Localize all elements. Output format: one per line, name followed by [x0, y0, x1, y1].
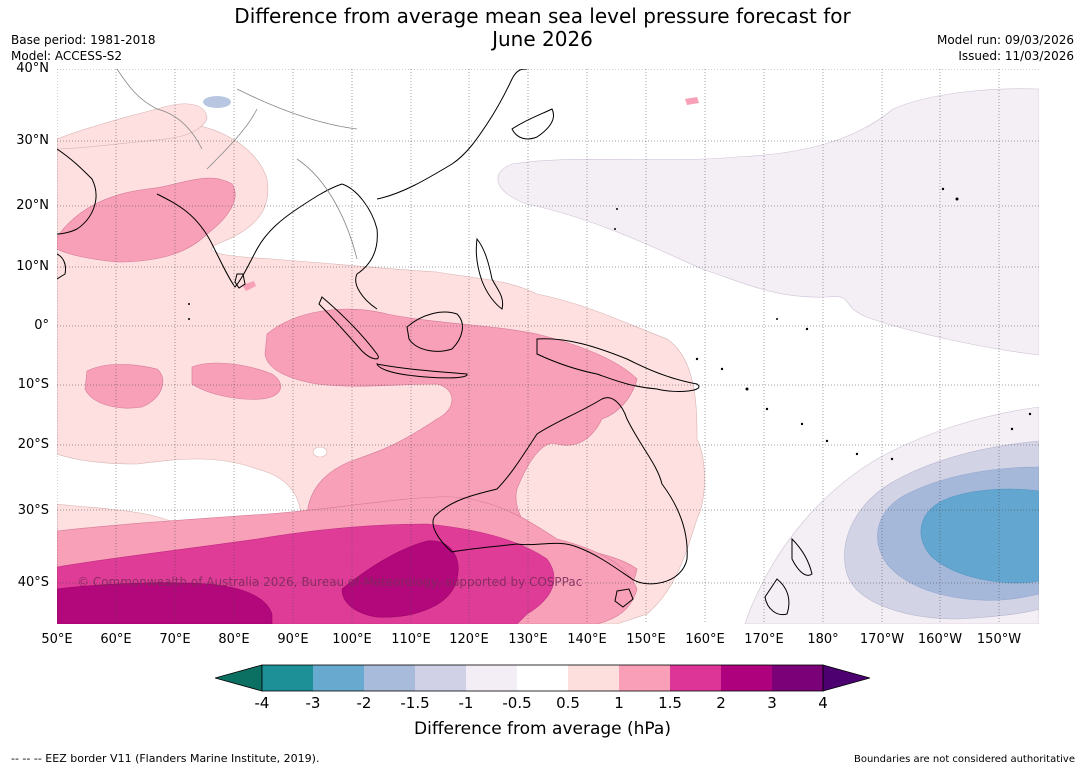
- colorbar-arrow-high: [822, 664, 870, 692]
- coast-tasmania: [614, 588, 634, 608]
- coastlines: [57, 69, 813, 616]
- cb-tick--4: -4: [254, 694, 270, 712]
- colorbar-segment: [466, 665, 517, 691]
- cb-tick-4: 4: [818, 694, 828, 712]
- coast-new-zealand-south: [764, 578, 790, 616]
- cb-tick-1: 1: [614, 694, 624, 712]
- anomaly-pos-2-east: [341, 540, 459, 618]
- anomaly-neg-2: [920, 488, 1039, 584]
- colorbar-segment: [568, 665, 619, 691]
- cb-tick--1: -1: [458, 694, 474, 712]
- cb-tick--2: -2: [356, 694, 372, 712]
- islands: [188, 187, 1032, 461]
- meta-right: Model run: 09/03/2026 Issued: 11/03/2026: [937, 32, 1074, 64]
- boundaries-note: Boundaries are not considered authoritat…: [853, 754, 1075, 765]
- cb-tick-3: 3: [767, 694, 777, 712]
- anomaly-pos-1-indian-ocean-west: [84, 364, 164, 409]
- lat-label-20s: 20°S: [17, 437, 49, 452]
- anomaly-neg-1-himalaya: [203, 96, 231, 108]
- country-borders: [116, 69, 358, 260]
- lon-label-50e: 50°E: [41, 632, 73, 647]
- lon-label-170e: 170°E: [744, 632, 784, 647]
- pressure-anomaly-map: © Commonwealth of Australia 2026, Bureau…: [57, 69, 1039, 624]
- lon-label-130e: 130°E: [508, 632, 548, 647]
- colorbar-segment: [619, 665, 670, 691]
- colorbar-segment: [262, 665, 313, 691]
- colorbar-arrow-low: [215, 664, 263, 692]
- cb-tick-0-5: 0.5: [556, 694, 580, 712]
- lat-label-40n: 40°N: [16, 61, 49, 76]
- model-name: Model: ACCESS-S2: [11, 49, 123, 63]
- coast-japan: [511, 108, 554, 140]
- coast-africa-horn: [57, 253, 66, 280]
- coast-sumatra: [318, 296, 379, 360]
- issued-date: Issued: 11/03/2026: [958, 49, 1074, 63]
- anomaly-pos-1-india: [57, 177, 236, 263]
- title-line-2: June 2026: [492, 27, 593, 51]
- coast-borneo: [406, 311, 463, 352]
- model-run: Model run: 09/03/2026: [936, 33, 1074, 47]
- colorbar-outline: [261, 664, 824, 692]
- lon-label-90e: 90°E: [277, 632, 309, 647]
- lon-label-170w: 170°W: [859, 632, 905, 647]
- graticule-meridians: [57, 69, 1000, 624]
- anomaly-pos-1-indian-ocean-mid: [191, 362, 281, 400]
- colorbar-title: Difference from average (hPa): [414, 719, 671, 739]
- colorbar: [215, 664, 870, 692]
- lon-label-140e: 140°E: [567, 632, 607, 647]
- coast-sri-lanka: [234, 273, 246, 289]
- cb-tick-2: 2: [716, 694, 726, 712]
- anomaly-neutral-patch: [312, 446, 328, 458]
- lon-label-60e: 60°E: [100, 632, 132, 647]
- anomaly-pos-2-west: [57, 582, 273, 624]
- lat-label-10n: 10°N: [16, 259, 49, 274]
- colorbar-segment: [313, 665, 364, 691]
- base-period: Base period: 1981-2018: [11, 33, 156, 47]
- anomaly-pos-1-marker: [242, 281, 256, 291]
- colorbar-segment: [772, 665, 823, 691]
- coast-java: [376, 363, 468, 379]
- colorbar-segment: [415, 665, 466, 691]
- cb-tick-1-5: 1.5: [658, 694, 682, 712]
- cb-tick--0-5: -0.5: [502, 694, 532, 712]
- lat-label-0: 0°: [34, 318, 49, 333]
- lat-label-30n: 30°N: [16, 133, 49, 148]
- lat-label-20n: 20°N: [16, 198, 49, 213]
- lon-label-100e: 100°E: [332, 632, 372, 647]
- coast-arabia: [57, 148, 97, 235]
- coast-australia: [432, 397, 688, 585]
- anomaly-pos-0-5-india-north: [57, 103, 208, 150]
- colorbar-segment: [364, 665, 415, 691]
- coast-indochina: [341, 183, 378, 310]
- lat-label-40s: 40°S: [17, 575, 49, 590]
- lon-label-110e: 110°E: [391, 632, 431, 647]
- anomaly-neg-0-5-marker: [685, 97, 699, 105]
- colorbar-segment: [670, 665, 721, 691]
- chart-title: Difference from average mean sea level p…: [0, 5, 1085, 51]
- coast-china: [376, 69, 528, 200]
- lat-label-30s: 30°S: [17, 503, 49, 518]
- coast-philippines: [475, 237, 504, 310]
- title-line-1: Difference from average mean sea level p…: [234, 4, 851, 28]
- eez-note: -- -- -- EEZ border V11 (Flanders Marine…: [11, 752, 320, 765]
- cb-tick--3: -3: [305, 694, 321, 712]
- lon-label-150e: 150°E: [626, 632, 666, 647]
- coast-india: [156, 183, 343, 288]
- lon-label-70e: 70°E: [159, 632, 191, 647]
- meta-left: Base period: 1981-2018 Model: ACCESS-S2: [11, 32, 156, 64]
- lon-label-160w: 160°W: [917, 632, 963, 647]
- lon-label-80e: 80°E: [218, 632, 250, 647]
- colorbar-segment: [721, 665, 772, 691]
- lon-label-160e: 160°E: [685, 632, 725, 647]
- map-watermark: © Commonwealth of Australia 2026, Bureau…: [77, 575, 582, 589]
- lat-label-10s: 10°S: [17, 377, 49, 392]
- lon-label-180: 180°: [807, 632, 839, 647]
- lon-label-150w: 150°W: [976, 632, 1022, 647]
- coast-new-guinea: [536, 338, 700, 392]
- cb-tick--1-5: -1.5: [400, 694, 430, 712]
- colorbar-segment: [517, 665, 568, 691]
- coast-new-zealand-north: [791, 537, 813, 576]
- lon-label-120e: 120°E: [449, 632, 489, 647]
